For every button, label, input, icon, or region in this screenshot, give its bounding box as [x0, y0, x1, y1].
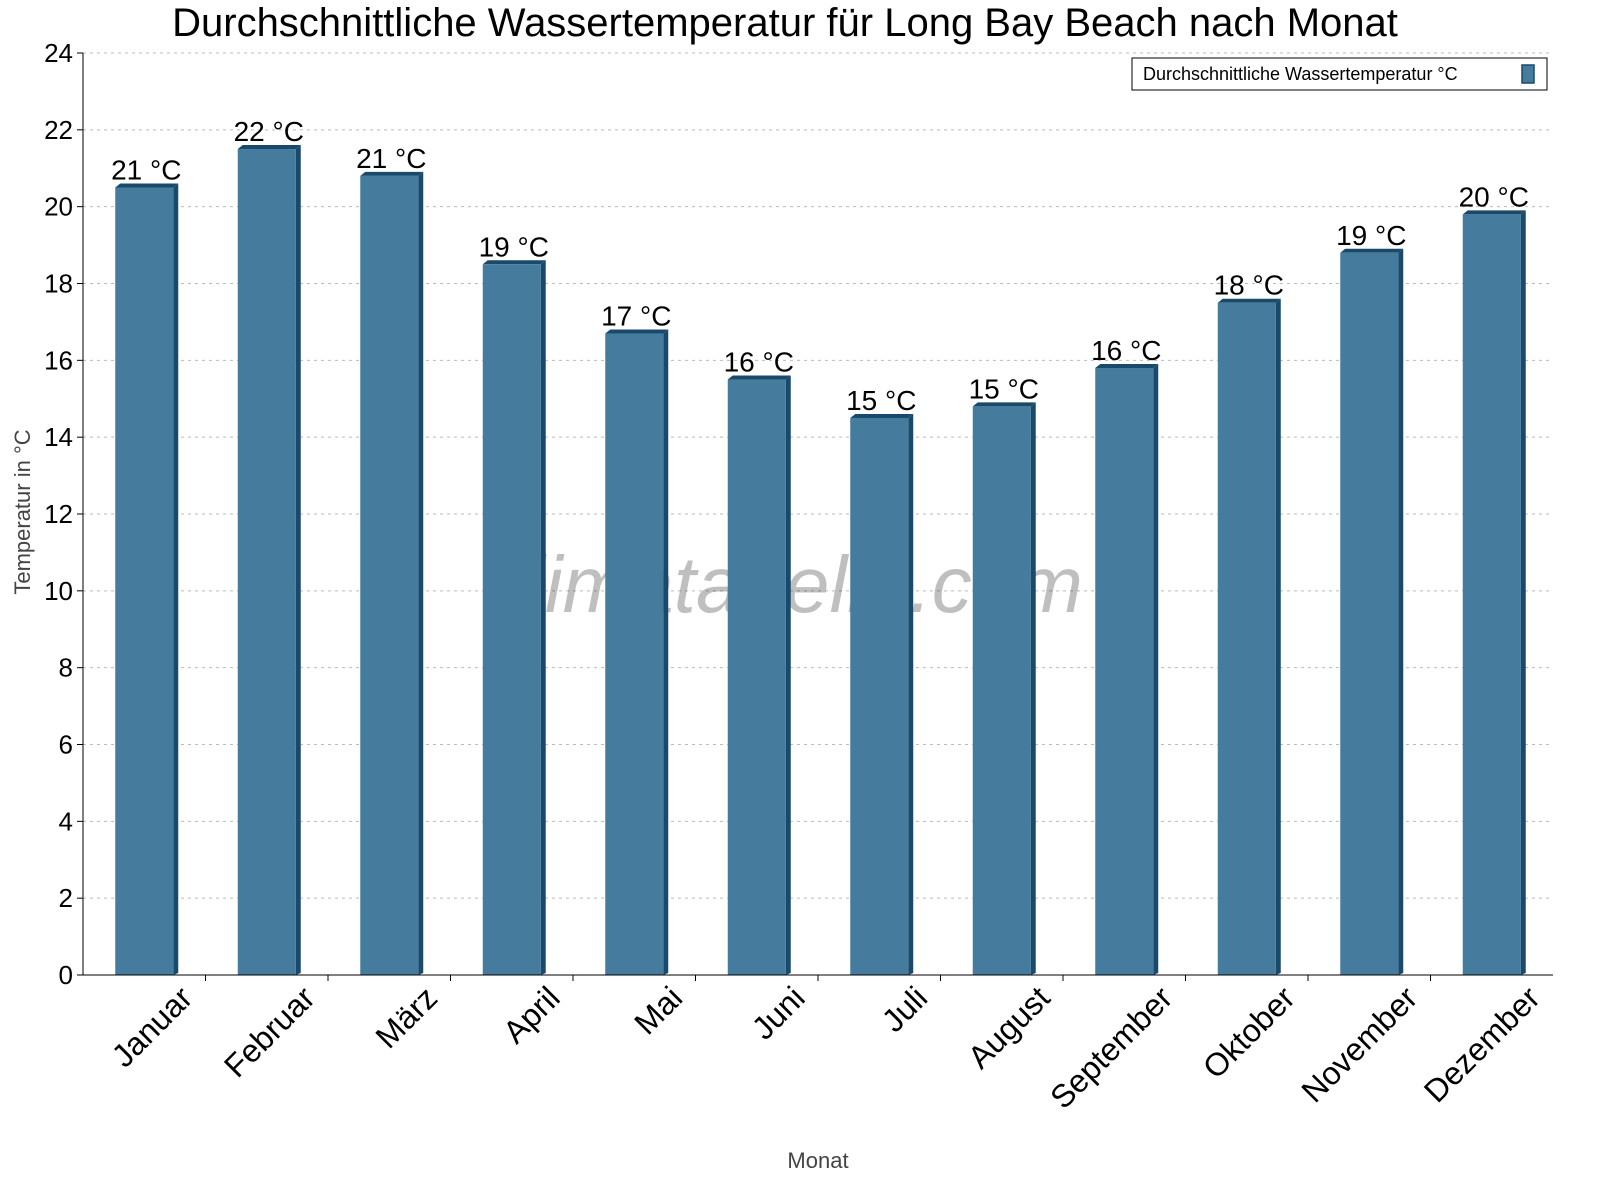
x-tick-label: November	[1294, 979, 1424, 1109]
data-label: 19 °C	[1336, 220, 1406, 251]
x-axis-label: Monat	[787, 1148, 848, 1173]
data-label: 17 °C	[601, 300, 671, 331]
y-tick-label: 10	[44, 576, 73, 606]
bar	[237, 149, 296, 975]
x-tick-label: Juni	[745, 979, 812, 1046]
bar	[1462, 214, 1521, 976]
bar-top	[1095, 364, 1159, 369]
bar-side	[540, 260, 546, 976]
bar-side	[1153, 364, 1159, 975]
bar-side	[785, 375, 791, 976]
y-tick-label: 12	[44, 499, 73, 529]
y-tick-label: 18	[44, 269, 73, 299]
bar	[972, 406, 1031, 975]
x-tick-label: Mai	[627, 979, 689, 1041]
bar-side	[663, 329, 669, 976]
y-tick-label: 22	[44, 115, 73, 145]
y-tick-label: 4	[59, 806, 73, 836]
data-label: 20 °C	[1459, 181, 1529, 212]
data-label: 16 °C	[1091, 335, 1161, 366]
bar	[850, 417, 909, 975]
y-tick-label: 14	[44, 422, 73, 452]
legend-swatch	[1521, 64, 1535, 84]
bar	[605, 333, 664, 976]
bar	[1095, 368, 1154, 975]
y-tick-label: 16	[44, 345, 73, 375]
bar-top	[1340, 248, 1404, 253]
bar-top	[850, 413, 914, 418]
data-label: 19 °C	[479, 231, 549, 262]
bar-side	[173, 183, 179, 976]
bar-top	[482, 260, 546, 265]
x-tick-label: Januar	[105, 979, 200, 1074]
bar-top	[115, 183, 179, 188]
data-label: 18 °C	[1214, 270, 1284, 301]
y-tick-label: 24	[44, 38, 73, 68]
bar-side	[418, 171, 424, 975]
legend-label: Durchschnittliche Wassertemperatur °C	[1143, 64, 1458, 84]
bar	[727, 379, 786, 976]
y-tick-label: 6	[59, 730, 73, 760]
y-axis-label: Temperatur in °C	[10, 429, 35, 594]
data-label: 16 °C	[724, 347, 794, 378]
y-tick-label: 8	[59, 653, 73, 683]
y-tick-label: 0	[59, 960, 73, 990]
bar-side	[1030, 402, 1036, 975]
bar-top	[237, 145, 301, 150]
x-tick-label: April	[496, 979, 567, 1050]
bar-top	[360, 171, 424, 176]
x-tick-label: August	[961, 979, 1057, 1075]
bar	[1217, 302, 1276, 975]
bar-side	[908, 413, 914, 975]
x-tick-label: März	[368, 979, 444, 1055]
x-tick-label: September	[1043, 979, 1179, 1115]
bar-top	[727, 375, 791, 380]
legend: Durchschnittliche Wassertemperatur °C	[1131, 57, 1548, 91]
bar-top	[1217, 298, 1281, 303]
bar-top	[1462, 210, 1526, 215]
y-tick-label: 20	[44, 192, 73, 222]
bar-side	[1520, 210, 1526, 976]
x-tick-label: Oktober	[1196, 979, 1302, 1085]
x-tick-label: Dezember	[1417, 979, 1547, 1109]
bar-top	[605, 329, 669, 334]
data-label: 15 °C	[846, 385, 916, 416]
bar-side	[1275, 298, 1281, 975]
x-tick-label: Februar	[217, 979, 322, 1084]
bar-top	[972, 402, 1036, 407]
bar	[360, 175, 419, 975]
x-tick-label: Juli	[875, 979, 934, 1038]
data-label: 15 °C	[969, 373, 1039, 404]
data-label: 21 °C	[356, 143, 426, 174]
bar-side	[295, 145, 301, 975]
y-tick-label: 2	[59, 883, 73, 913]
bar-side	[1398, 248, 1404, 975]
chart-title: Durchschnittliche Wassertemperatur für L…	[172, 1, 1398, 45]
data-label: 22 °C	[234, 116, 304, 147]
data-label: 21 °C	[111, 154, 181, 185]
bar	[115, 187, 174, 976]
bar	[482, 264, 541, 976]
bar	[1340, 252, 1399, 975]
